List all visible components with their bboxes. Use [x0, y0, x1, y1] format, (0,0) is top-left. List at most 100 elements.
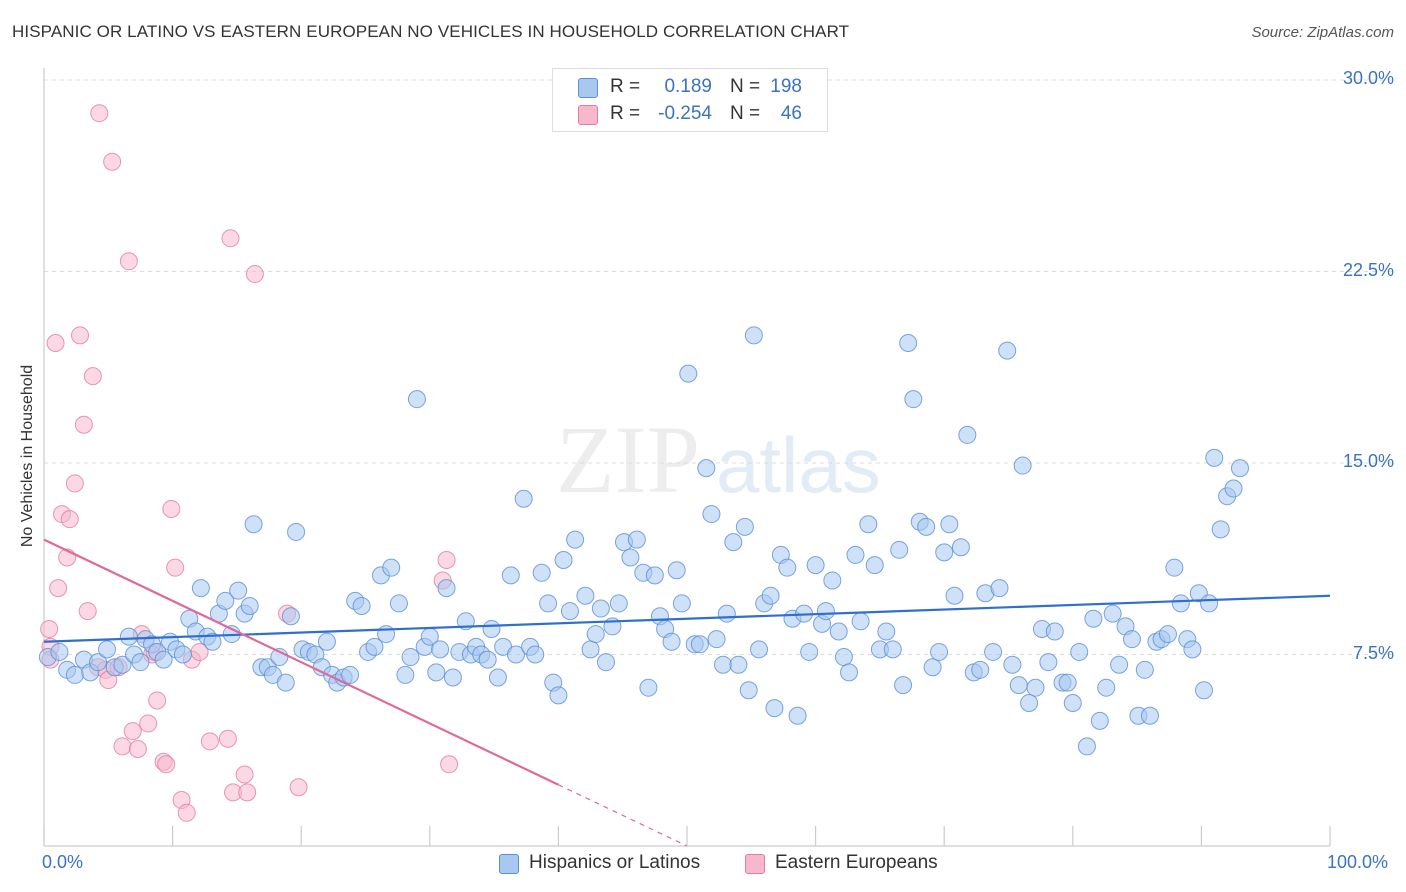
- hispanic-point: [904, 390, 923, 409]
- hispanic-point: [1013, 456, 1032, 475]
- hispanic-point: [800, 642, 819, 661]
- hispanic-point: [714, 655, 733, 674]
- hispanic-point: [958, 425, 977, 444]
- hispanic-point: [1077, 737, 1096, 756]
- eastern-european-point: [65, 474, 84, 493]
- hispanic-point: [883, 640, 902, 659]
- hispanic-point: [1009, 676, 1028, 695]
- hispanic-point: [1200, 594, 1219, 613]
- hispanic-point: [621, 548, 640, 567]
- y-tick-label: 22.5%: [1342, 259, 1394, 280]
- hispanic-point: [679, 364, 698, 383]
- hispanic-point: [816, 602, 835, 621]
- hispanic-point: [707, 630, 726, 649]
- hispanic-point: [173, 645, 192, 664]
- hispanic-point: [1224, 479, 1243, 498]
- eastern-european-point: [83, 367, 102, 386]
- eastern-european-point: [221, 229, 240, 248]
- hispanic-point: [581, 640, 600, 659]
- hispanic-point: [1165, 558, 1184, 577]
- watermark-atlas: atlas: [716, 421, 881, 509]
- hispanic-point: [940, 515, 959, 534]
- x-tick-label-max: 100.0%: [1327, 852, 1389, 872]
- eastern-european-point: [90, 104, 109, 123]
- y-axis-label: No Vehicles in Household: [19, 364, 36, 548]
- eastern-european-point: [71, 326, 90, 345]
- hispanic-point: [1110, 655, 1129, 674]
- hispanic-point: [216, 591, 235, 610]
- eastern-european-point: [128, 739, 147, 758]
- hispanic-point: [1211, 520, 1230, 539]
- eastern-european-point: [74, 415, 93, 434]
- eastern-european-point: [235, 765, 254, 784]
- y-tick-label: 15.0%: [1342, 451, 1394, 471]
- legend-label-hispanic: Hispanics or Latinos: [529, 852, 701, 873]
- hispanic-point: [1020, 694, 1039, 713]
- hispanic-point: [98, 640, 117, 659]
- hispanic-point: [778, 558, 797, 577]
- hispanic-point: [1084, 609, 1103, 628]
- hispanic-point: [382, 558, 401, 577]
- y-tick-label: 30.0%: [1342, 68, 1394, 88]
- hispanic-point: [443, 668, 462, 687]
- eastern-european-point: [157, 755, 176, 774]
- hispanic-point: [514, 489, 533, 508]
- hispanic-point: [729, 655, 748, 674]
- eastern-european-point: [440, 755, 459, 774]
- legend-n-value: 46: [780, 103, 802, 124]
- hispanic-point: [396, 665, 415, 684]
- legend-n-label: N =: [730, 103, 761, 124]
- hispanic-point: [431, 640, 450, 659]
- hispanic-point: [287, 522, 306, 541]
- hispanic-point: [1090, 711, 1109, 730]
- x-tick-label-min: 0.0%: [42, 852, 84, 872]
- hispanic-point: [851, 612, 870, 631]
- hispanic-point: [702, 505, 721, 524]
- hispanic-point: [341, 665, 360, 684]
- hispanic-point: [154, 650, 173, 669]
- hispanic-point: [377, 625, 396, 644]
- eastern-european-point: [139, 714, 158, 733]
- hispanic-point: [229, 581, 248, 600]
- hispanic-point: [899, 333, 918, 352]
- hispanic-point: [735, 517, 754, 536]
- hispanic-point: [697, 459, 716, 478]
- legend-row-eastern: R = -0.254 N = 46: [553, 100, 827, 128]
- hispanic-point: [65, 665, 84, 684]
- hispanic-point: [1205, 448, 1224, 467]
- hispanic-point: [276, 673, 295, 692]
- hispanic-point: [501, 566, 520, 585]
- hispanic-point: [672, 594, 691, 613]
- hispanic-point: [1039, 653, 1058, 672]
- hispanic-point: [1135, 660, 1154, 679]
- hispanic-point: [894, 676, 913, 695]
- hispanic-point: [401, 648, 420, 667]
- legend-swatch-blue: [578, 78, 598, 98]
- hispanic-point: [739, 681, 758, 700]
- hispanic-point: [750, 640, 769, 659]
- hispanic-point: [846, 545, 865, 564]
- eastern-european-point: [162, 499, 181, 518]
- hispanic-point: [667, 561, 686, 580]
- legend-n-value: 198: [770, 76, 802, 97]
- hispanic-point: [998, 341, 1017, 360]
- hispanic-point: [834, 648, 853, 667]
- legend-swatch-pink: [745, 854, 765, 874]
- hispanic-point: [639, 678, 658, 697]
- hispanic-point: [554, 551, 573, 570]
- hispanic-point: [50, 642, 69, 661]
- hispanic-point: [788, 706, 807, 725]
- axes: [43, 68, 1331, 847]
- trend-lines: [43, 538, 1331, 847]
- hispanic-point: [526, 645, 545, 664]
- hispanic-point: [917, 517, 936, 536]
- hispanic-point: [1097, 678, 1116, 697]
- chart-title: HISPANIC OR LATINO VS EASTERN EUROPEAN N…: [12, 22, 850, 41]
- hispanic-point: [627, 530, 646, 549]
- hispanic-point: [488, 668, 507, 687]
- legend-swatch-pink: [578, 105, 598, 125]
- hispanic-point: [1158, 625, 1177, 644]
- hispanic-point: [662, 632, 681, 651]
- hispanic-point: [1183, 640, 1202, 659]
- hispanic-point: [945, 586, 964, 605]
